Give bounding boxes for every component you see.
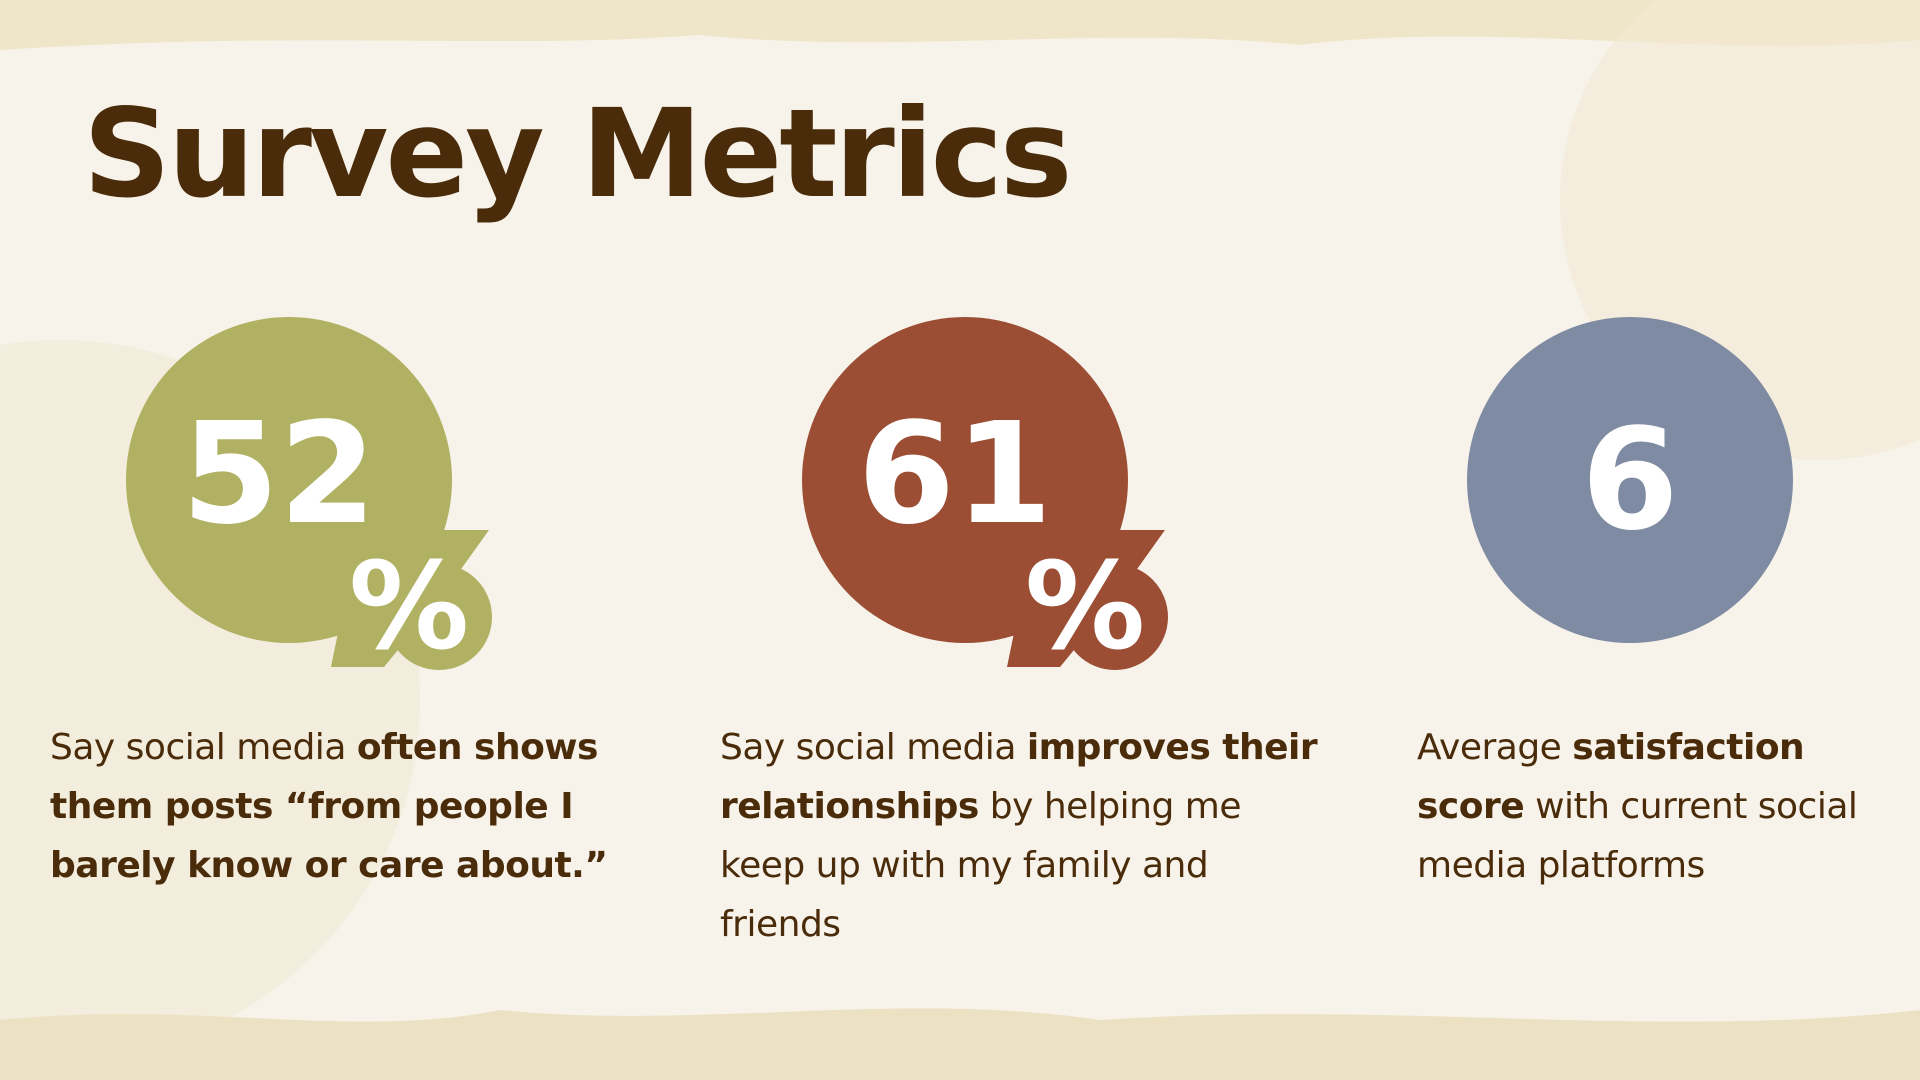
description-text: Say social media [50, 727, 357, 768]
torn-paper-top [0, 0, 1920, 50]
description-text: Average [1417, 727, 1573, 768]
metric-value: 61 [858, 393, 1053, 556]
metric-unit: % [1025, 538, 1145, 677]
metric-description: Say social media improves their relation… [720, 718, 1320, 954]
metrics: 52%61%6 [126, 317, 1793, 677]
description-text: Say social media [720, 727, 1027, 768]
description-text: with current social media platforms [1417, 786, 1858, 886]
description-text: often shows them posts “from people I ba… [50, 727, 608, 886]
metric-description: Say social media often shows them posts … [50, 718, 650, 895]
slide-title: Survey Metrics [83, 83, 1070, 225]
metric-circle [1467, 317, 1793, 643]
description-text: satisfaction score [1417, 727, 1805, 827]
metric-unit: % [349, 538, 469, 677]
metric-description: Average satisfaction score with current … [1417, 718, 1897, 895]
unit-tag [386, 564, 492, 670]
metric-value: 52 [182, 393, 377, 556]
unit-tag [1062, 564, 1168, 670]
torn-paper-bottom [0, 1008, 1920, 1080]
description-text: improves their relationships [720, 727, 1318, 827]
metric-value: 6 [1581, 399, 1678, 562]
description-text: by helping me keep up with my family and… [720, 786, 1242, 945]
